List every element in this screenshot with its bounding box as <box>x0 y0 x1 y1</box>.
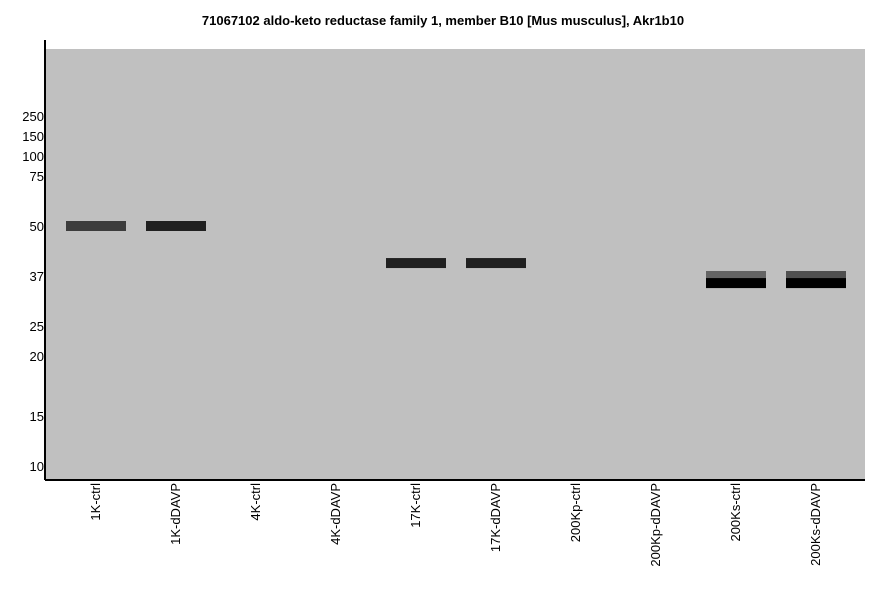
y-tick-label: 150 <box>22 129 44 144</box>
protein-band <box>706 278 766 289</box>
protein-band <box>706 271 766 281</box>
y-tick-label: 100 <box>22 149 44 164</box>
lane-label: 200Ks-dDAVP <box>808 483 823 566</box>
lane-label: 17K-dDAVP <box>488 483 503 552</box>
lane-label: 17K-ctrl <box>408 483 423 528</box>
chart-title: 71067102 aldo-keto reductase family 1, m… <box>202 13 684 28</box>
lane-label: 4K-dDAVP <box>328 483 343 545</box>
y-tick-label: 37 <box>30 269 44 284</box>
protein-band <box>786 271 846 281</box>
protein-band <box>466 258 526 269</box>
lane-labels: 1K-ctrl 1K-dDAVP 4K-ctrl 4K-dDAVP 17K-ctrl 17… <box>88 483 823 567</box>
protein-band <box>786 278 846 289</box>
lane-label: 200Ks-ctrl <box>728 483 743 542</box>
y-tick-label: 250 <box>22 109 44 124</box>
y-tick-label: 20 <box>30 349 44 364</box>
y-tick-labels: 250 150 100 75 50 37 25 20 15 10 <box>22 109 44 474</box>
y-tick-label: 50 <box>30 219 44 234</box>
y-tick-label: 25 <box>30 319 44 334</box>
y-tick-label: 15 <box>30 409 44 424</box>
blot-background <box>46 49 865 479</box>
lane-label: 1K-dDAVP <box>168 483 183 545</box>
lane-label: 200Kp-dDAVP <box>648 483 663 567</box>
y-tick-label: 75 <box>30 169 44 184</box>
protein-band <box>386 258 446 269</box>
lane-label: 4K-ctrl <box>248 483 263 521</box>
y-tick-label: 10 <box>30 459 44 474</box>
band-layer <box>66 221 846 289</box>
protein-band <box>66 221 126 231</box>
lane-label: 1K-ctrl <box>88 483 103 521</box>
lane-label: 200Kp-ctrl <box>568 483 583 542</box>
protein-band <box>146 221 206 231</box>
